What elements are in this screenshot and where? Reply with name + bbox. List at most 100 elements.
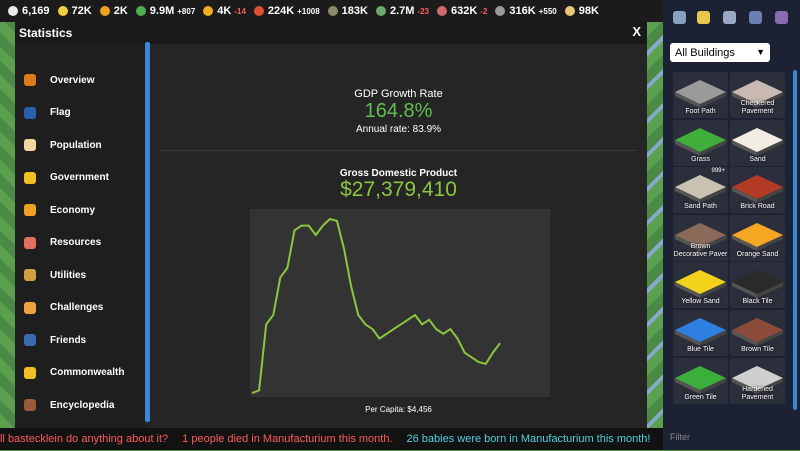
resource-value: 6,169 bbox=[22, 5, 50, 17]
tile-label: Sand Path bbox=[684, 203, 717, 211]
menu-item[interactable]: Overview bbox=[15, 67, 145, 93]
building-tile[interactable]: Brick Road bbox=[730, 167, 785, 214]
close-button[interactable]: X bbox=[632, 24, 641, 39]
news-ticker: ll bastecklein do anything about it? 1 pe… bbox=[0, 428, 663, 450]
city-view bbox=[0, 22, 15, 428]
statistics-window: Statistics X Overview Flag Population Gover… bbox=[15, 22, 647, 444]
tile-top bbox=[675, 365, 726, 390]
menu-label: Encyclopedia bbox=[50, 399, 115, 411]
resource-value: 2.7M bbox=[389, 5, 415, 17]
menu-icon bbox=[24, 74, 36, 86]
building-tile[interactable]: Checkered Pavement bbox=[730, 72, 785, 118]
building-tile[interactable]: Brown Tile bbox=[730, 310, 785, 356]
tile-top bbox=[732, 127, 783, 152]
tile-side bbox=[757, 187, 783, 204]
filter-input[interactable]: Filter bbox=[670, 432, 690, 442]
menu-item[interactable]: Encyclopedia bbox=[15, 392, 145, 418]
building-tile[interactable]: Blue Tile bbox=[673, 310, 728, 356]
resource-icon bbox=[253, 6, 264, 16]
ticker-message: 1 people died in Manufacturium this mont… bbox=[182, 433, 393, 445]
gdp-chart bbox=[250, 209, 550, 397]
tile-top bbox=[675, 80, 726, 104]
scrollbar[interactable] bbox=[793, 70, 797, 410]
category-icon[interactable] bbox=[775, 11, 788, 24]
resource-value: 316K bbox=[509, 5, 536, 17]
menu-icon bbox=[24, 204, 36, 216]
menu-item[interactable]: Economy bbox=[15, 197, 145, 223]
gdp-label: Gross Domestic Product bbox=[339, 168, 458, 179]
resource-icon bbox=[203, 6, 214, 16]
tile-top bbox=[732, 80, 783, 104]
menu-item[interactable]: Resources bbox=[15, 230, 145, 256]
tile-label: Grass bbox=[691, 155, 710, 163]
menu-item[interactable]: Commonwealth bbox=[15, 360, 145, 386]
building-tile[interactable]: Brown Decorative Paver bbox=[673, 214, 728, 261]
menu-label: Overview bbox=[50, 74, 95, 86]
resource: 4K -14 bbox=[203, 5, 246, 17]
menu-item[interactable]: Friends bbox=[15, 327, 145, 353]
resource: 2K bbox=[99, 5, 128, 17]
menu-label: Population bbox=[50, 139, 102, 151]
building-tile[interactable]: Green Tile bbox=[673, 357, 728, 404]
building-filter-dropdown[interactable]: All Buildings ▼ bbox=[670, 43, 770, 62]
build-panel: All Buildings ▼ Foot Path Checkered Paveme… bbox=[663, 0, 800, 450]
resource-change: -14 bbox=[234, 6, 246, 16]
menu-item[interactable]: Utilities bbox=[15, 262, 145, 288]
scrollbar[interactable] bbox=[145, 42, 150, 422]
resource: 9.9M +807 bbox=[135, 5, 195, 17]
menu-icon bbox=[24, 139, 36, 151]
building-tile[interactable]: Sand bbox=[730, 119, 785, 166]
growth-label: GDP Growth Rate bbox=[354, 88, 443, 100]
tile-side bbox=[675, 330, 700, 346]
building-tile[interactable]: Yellow Sand bbox=[673, 262, 728, 309]
resource-icon bbox=[375, 6, 386, 16]
resource-value: 2K bbox=[113, 5, 128, 17]
resource: 72K bbox=[57, 5, 92, 17]
category-icon[interactable] bbox=[749, 11, 762, 24]
tile-label: Orange Sand bbox=[736, 250, 779, 258]
tile-top bbox=[675, 318, 726, 342]
tile-label: Yellow Sand bbox=[681, 298, 720, 306]
tile-preview bbox=[732, 222, 783, 251]
resource-icon bbox=[99, 6, 110, 16]
building-tile[interactable]: Foot Path bbox=[673, 72, 728, 118]
building-tile[interactable]: Orange Sand bbox=[730, 214, 785, 261]
tile-side bbox=[732, 92, 757, 108]
resource-bar: 6,169 72K 2K 9.9M +807 4K -14 224K +1008 183K 2.7M… bbox=[0, 0, 663, 22]
tile-side bbox=[757, 330, 783, 346]
category-icon[interactable] bbox=[723, 11, 736, 24]
city-view bbox=[647, 22, 663, 428]
menu-item[interactable]: Population bbox=[15, 132, 145, 158]
tile-preview bbox=[732, 318, 783, 346]
tile-badge: 999+ bbox=[711, 168, 725, 175]
tile-side bbox=[732, 377, 757, 394]
tile-preview bbox=[675, 175, 726, 204]
building-tile[interactable]: Black Tile bbox=[730, 262, 785, 309]
tile-preview bbox=[732, 127, 783, 156]
resource-icon bbox=[135, 6, 146, 16]
category-icon[interactable] bbox=[673, 11, 686, 24]
tile-side bbox=[700, 139, 726, 156]
tile-top bbox=[732, 318, 783, 342]
resource-value: 183K bbox=[341, 5, 368, 17]
menu-item[interactable]: Government bbox=[15, 165, 145, 191]
tile-label: Brick Road bbox=[740, 203, 775, 211]
category-icon[interactable] bbox=[697, 11, 710, 24]
per-capita: Per Capita: $4,456 bbox=[365, 405, 432, 414]
menu-item[interactable]: Flag bbox=[15, 100, 145, 126]
menu-icon bbox=[24, 334, 36, 346]
tile-side bbox=[757, 139, 783, 156]
menu-item[interactable]: Challenges bbox=[15, 295, 145, 321]
dropdown-label: All Buildings bbox=[675, 46, 735, 59]
building-tile[interactable]: Grass bbox=[673, 119, 728, 166]
building-tile[interactable]: Hardened Pavement bbox=[730, 357, 785, 404]
tile-side bbox=[732, 187, 757, 204]
tile-preview bbox=[675, 365, 726, 394]
tile-preview bbox=[675, 270, 726, 299]
resource-value: 4K bbox=[217, 5, 232, 17]
tile-label: Sand bbox=[749, 155, 766, 163]
gdp-chart-plot bbox=[251, 217, 501, 395]
building-tile[interactable]: Sand Path 999+ bbox=[673, 167, 728, 214]
tile-label: Checkered Pavement bbox=[740, 100, 775, 115]
